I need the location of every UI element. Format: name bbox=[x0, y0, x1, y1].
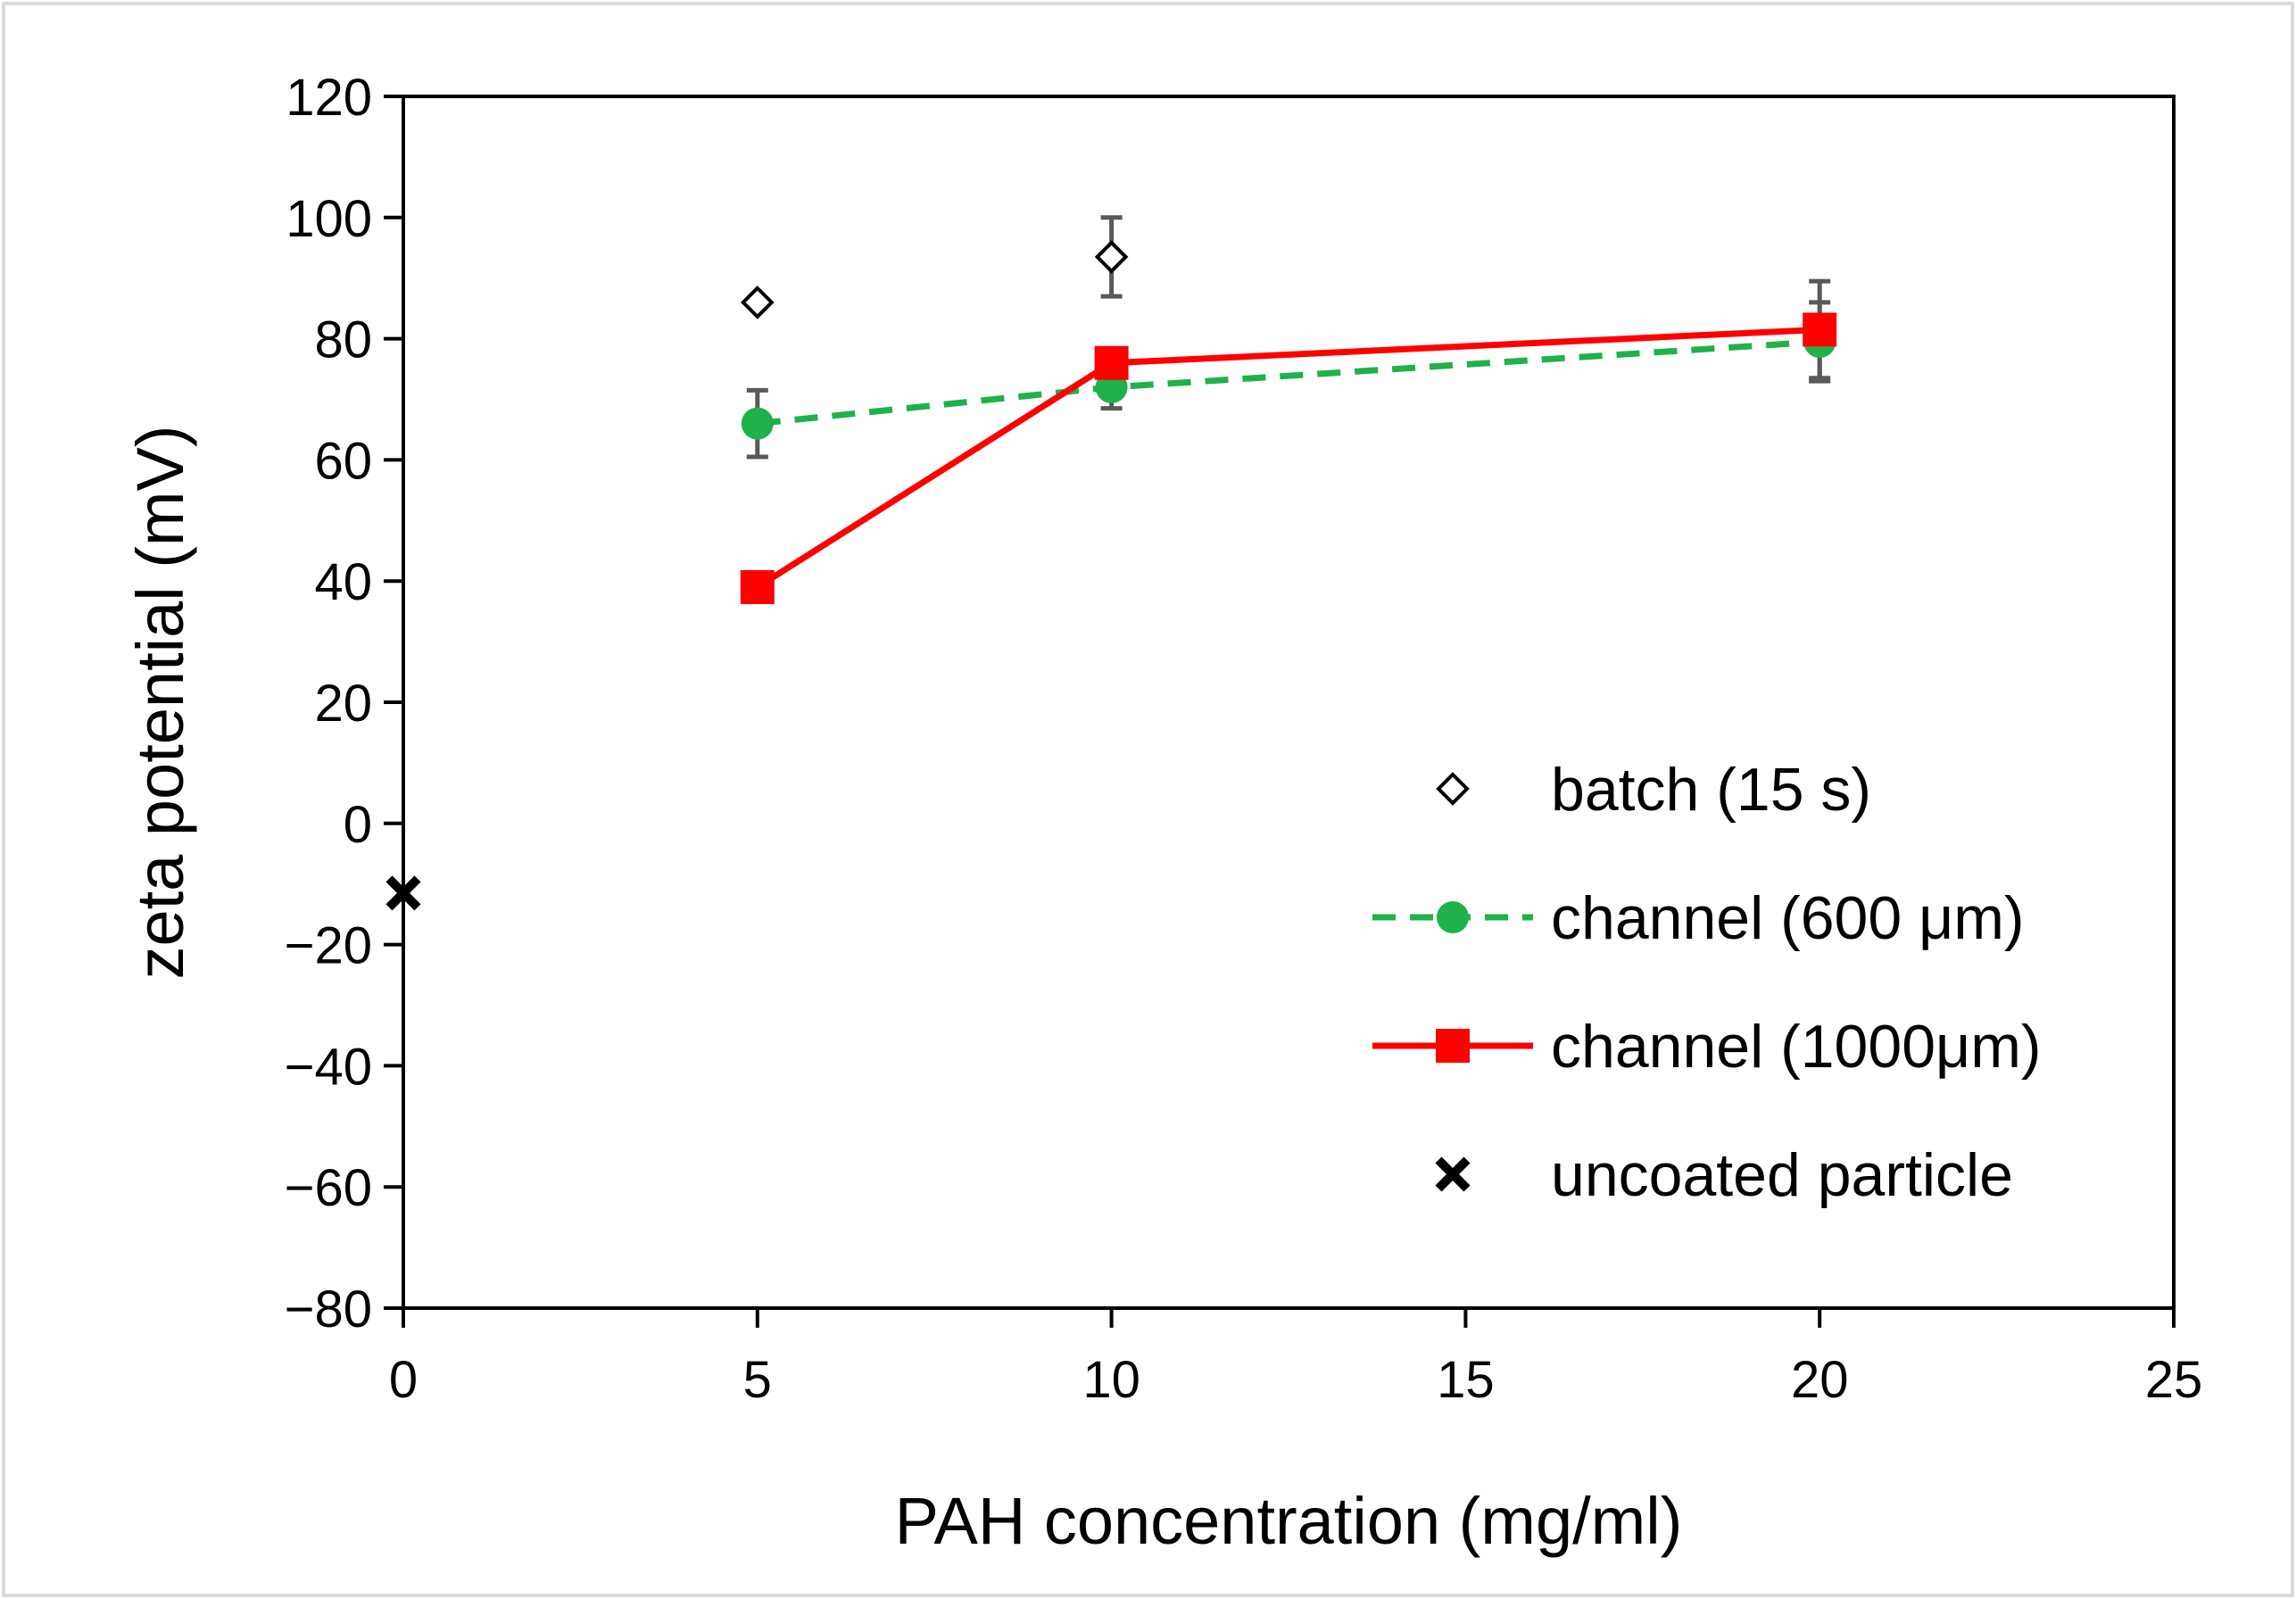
y-tick-label: 0 bbox=[344, 796, 372, 854]
data-point-batch-15-s bbox=[1094, 240, 1129, 274]
data-point-uncoated-particle bbox=[385, 875, 421, 911]
x-tick-label: 15 bbox=[1437, 1351, 1495, 1409]
y-tick-label: 80 bbox=[314, 311, 372, 369]
data-markers bbox=[385, 240, 1837, 911]
x-tick-label: 20 bbox=[1791, 1351, 1849, 1409]
legend-marker-channel-600-m bbox=[1437, 901, 1469, 933]
y-tick-label: −80 bbox=[285, 1280, 372, 1338]
x-tick-label: 5 bbox=[743, 1351, 772, 1409]
data-point-channel-1000-m bbox=[1094, 345, 1129, 380]
legend-marker-uncoated-particle bbox=[1435, 1156, 1471, 1192]
y-tick-label: −60 bbox=[285, 1159, 372, 1217]
legend-label-batch-15-s: batch (15 s) bbox=[1551, 756, 1871, 824]
legend-label-channel-600-m: channel (600 μm) bbox=[1551, 884, 2025, 952]
legend-label-uncoated-particle: uncoated particle bbox=[1551, 1141, 2013, 1209]
data-point-batch-15-s bbox=[740, 286, 775, 319]
legend: batch (15 s) channel (600 μm) channel (100… bbox=[1372, 756, 2041, 1209]
x-tick-label: 25 bbox=[2145, 1351, 2203, 1409]
legend-label-channel-1000-m: channel (1000μm) bbox=[1551, 1013, 2041, 1081]
y-tick-label: 20 bbox=[314, 675, 372, 733]
x-axis-ticks: 0 5 10 15 20 25 bbox=[389, 1308, 2202, 1409]
data-point-channel-1000-m bbox=[740, 569, 775, 604]
y-tick-label: 120 bbox=[286, 69, 372, 127]
y-tick-label: 40 bbox=[314, 553, 372, 611]
legend-marker-channel-1000-m bbox=[1436, 1029, 1470, 1063]
y-tick-label: −40 bbox=[285, 1038, 372, 1096]
x-tick-label: 0 bbox=[389, 1351, 418, 1409]
data-point-channel-600-m bbox=[741, 407, 774, 440]
legend-marker-batch-15-s bbox=[1436, 772, 1470, 806]
y-tick-label: 100 bbox=[286, 190, 372, 248]
y-tick-label: 60 bbox=[314, 432, 372, 490]
y-tick-label: −20 bbox=[285, 917, 372, 975]
x-tick-label: 10 bbox=[1082, 1351, 1140, 1409]
x-axis-title: PAH concentration (mg/ml) bbox=[895, 1484, 1683, 1558]
data-point-channel-1000-m bbox=[1803, 312, 1837, 347]
y-axis-title: zeta potential (mV) bbox=[123, 425, 197, 979]
y-axis-ticks: −80 −60 −40 −20 0 20 40 60 80 100 120 bbox=[285, 69, 403, 1338]
